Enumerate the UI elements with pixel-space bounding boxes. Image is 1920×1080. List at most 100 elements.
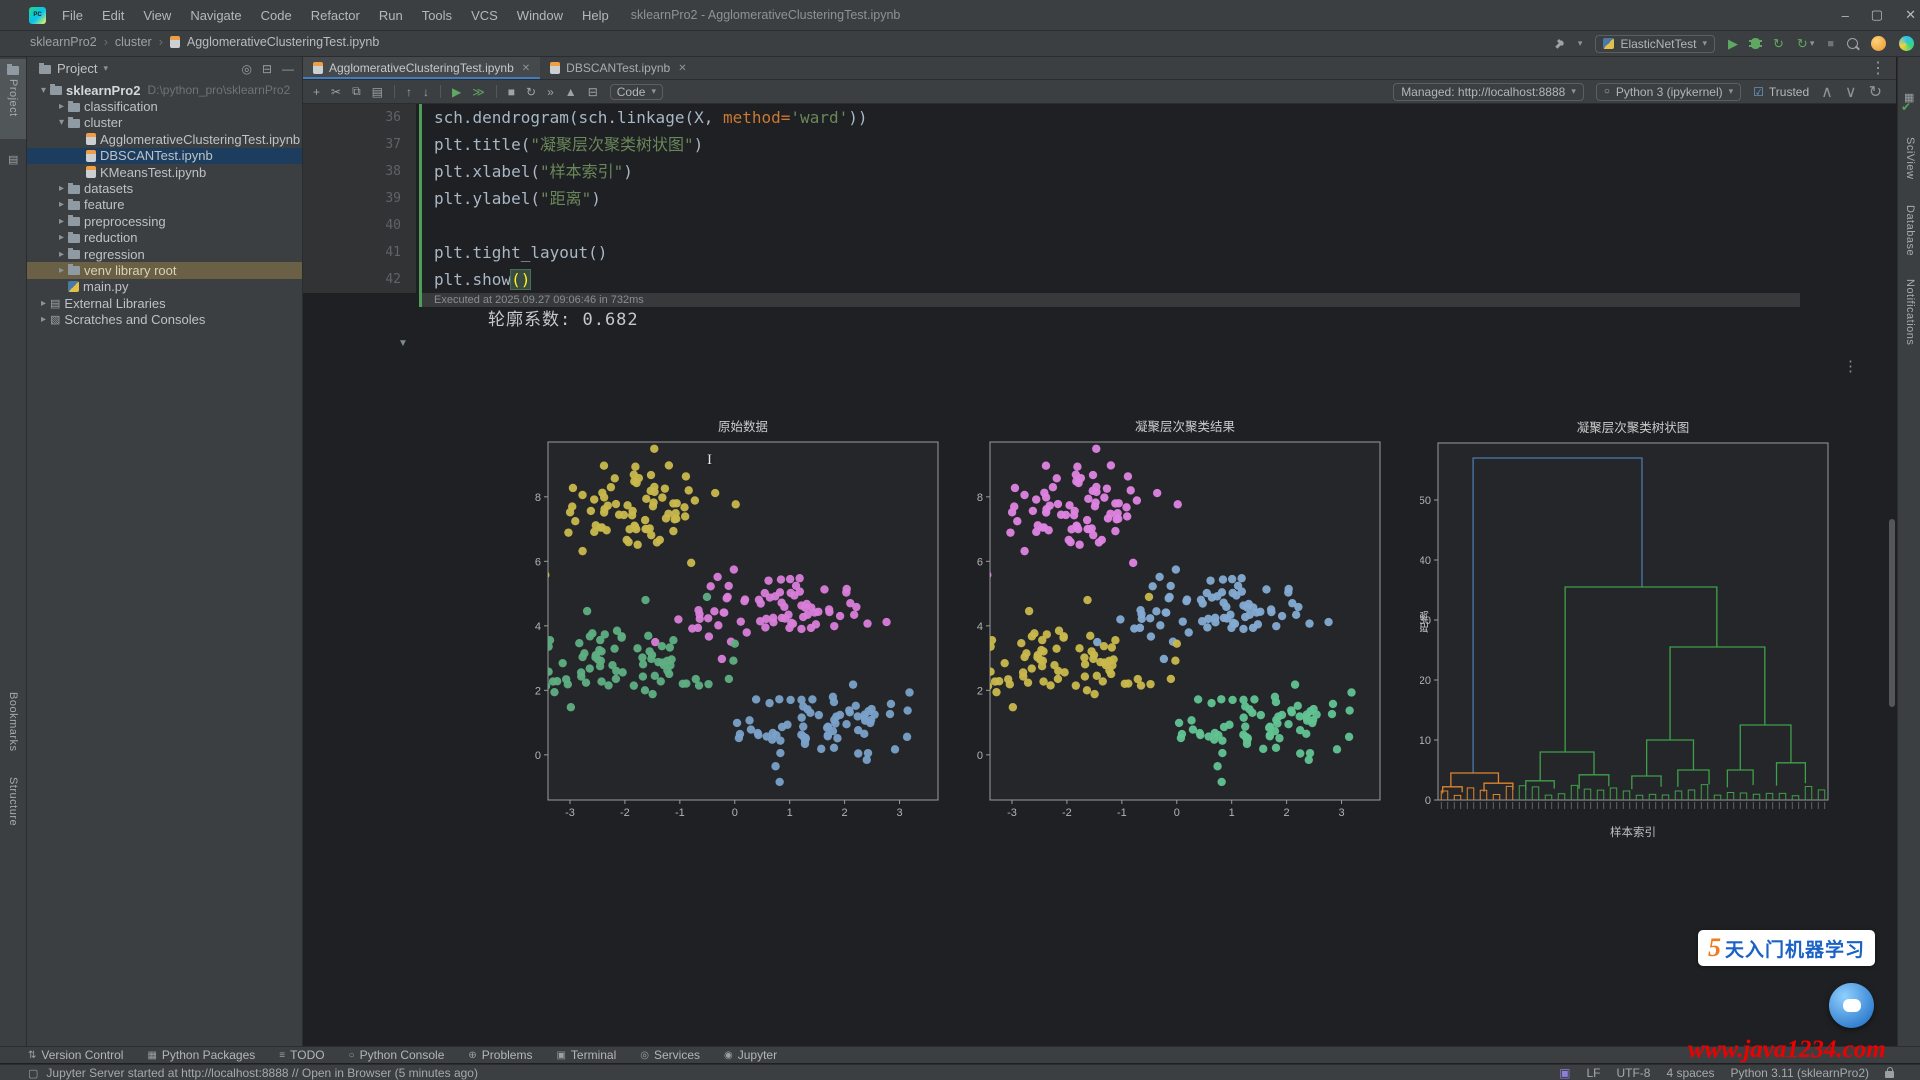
- tree-item-sklearnpro2[interactable]: ▾ sklearnPro2 D:\python_pro\sklearnPro2: [27, 82, 302, 98]
- copy-cell-icon[interactable]: ⧉: [352, 84, 361, 98]
- breadcrumb-item[interactable]: sklearnPro2: [30, 35, 97, 49]
- run-all-below-icon[interactable]: »: [547, 84, 554, 99]
- tree-chevron-icon[interactable]: ▸: [58, 232, 65, 244]
- move-cell-down-icon[interactable]: ↓: [423, 84, 429, 99]
- toolwindow-button-version-control[interactable]: ⇅ Version Control: [28, 1048, 124, 1062]
- menu-run[interactable]: Run: [378, 7, 403, 23]
- cell-type-select[interactable]: Code ▾: [609, 83, 663, 100]
- tree-chevron-icon[interactable]: ▾: [40, 84, 47, 96]
- menu-file[interactable]: File: [62, 7, 83, 23]
- floating-chat-button[interactable]: [1829, 983, 1874, 1028]
- tree-item-preprocessing[interactable]: ▸ preprocessing: [27, 213, 302, 229]
- inspections-ok-icon[interactable]: ✔: [1901, 100, 1912, 114]
- build-hammer-icon[interactable]: [1554, 38, 1565, 49]
- tree-chevron-icon[interactable]: ▸: [58, 183, 65, 195]
- event-icon[interactable]: ▢: [28, 1067, 39, 1080]
- kernel-select[interactable]: ○ Python 3 (ipykernel) ▾: [1595, 82, 1742, 101]
- tree-item-reduction[interactable]: ▸ reduction: [27, 230, 302, 246]
- toolwindow-button-jupyter[interactable]: ◉ Jupyter: [724, 1048, 778, 1062]
- tree-item-feature[interactable]: ▸ feature: [27, 197, 302, 213]
- tree-item-scratches-and-consoles[interactable]: ▸ ▧ Scratches and Consoles: [27, 311, 302, 327]
- stripe-tab-bookmarks[interactable]: Bookmarks: [7, 692, 19, 752]
- maximize-button[interactable]: ▢: [1870, 7, 1884, 22]
- tree-item-venv-library-root[interactable]: ▸ venv library root: [27, 262, 302, 279]
- tree-chevron-icon[interactable]: ▸: [58, 248, 65, 260]
- toolwindow-button-terminal[interactable]: ▣ Terminal: [556, 1048, 617, 1062]
- next-cell-icon[interactable]: ∨: [1844, 83, 1857, 101]
- tree-chevron-icon[interactable]: ▸: [40, 297, 47, 309]
- jupyter-server-select[interactable]: Managed: http://localhost:8888 ▾: [1393, 82, 1584, 101]
- locate-file-icon[interactable]: ◎: [241, 61, 252, 76]
- editor-tab-agglomerativeclusteringtest-ipynb[interactable]: AgglomerativeClusteringTest.ipynb ✕: [303, 57, 541, 79]
- chevron-down-icon[interactable]: ▾: [103, 63, 108, 73]
- coverage-button[interactable]: ↻: [1773, 35, 1784, 51]
- badge-orange-icon[interactable]: [1871, 36, 1886, 51]
- toolwindow-button-services[interactable]: ◎ Services: [640, 1048, 701, 1062]
- tree-item-classification[interactable]: ▸ classification: [27, 98, 302, 114]
- tree-item-external-libraries[interactable]: ▸ ▤ External Libraries: [27, 295, 302, 311]
- tree-item-dbscantest-ipynb[interactable]: DBSCANTest.ipynb: [27, 147, 302, 164]
- close-tab-icon[interactable]: ✕: [521, 62, 531, 74]
- close-button[interactable]: ✕: [1905, 7, 1916, 22]
- toolwindow-button-python-packages[interactable]: ▦ Python Packages: [147, 1048, 256, 1062]
- tree-chevron-icon[interactable]: ▸: [58, 101, 65, 113]
- run-button[interactable]: ▶: [1728, 35, 1738, 51]
- tab-options-icon[interactable]: ⋮: [1870, 60, 1886, 77]
- stripe-tab-structure[interactable]: Structure: [7, 777, 19, 827]
- commit-icon[interactable]: ▤: [8, 154, 19, 166]
- code-editor[interactable]: sch.dendrogram(sch.linkage(X, method='wa…: [434, 104, 867, 293]
- menu-view[interactable]: View: [143, 7, 172, 23]
- interpreter-plugin-icon[interactable]: ▣: [1559, 1066, 1571, 1080]
- run-config-select[interactable]: ElasticNetTest ▾: [1595, 34, 1715, 53]
- menu-window[interactable]: Window: [516, 7, 564, 23]
- step-icon[interactable]: ▲: [564, 84, 577, 99]
- paste-cell-icon[interactable]: ▤: [371, 84, 383, 99]
- toolwindow-button-problems[interactable]: ⊕ Problems: [468, 1048, 533, 1062]
- debug-button[interactable]: [1749, 38, 1762, 49]
- tree-chevron-icon[interactable]: ▾: [58, 117, 65, 129]
- tree-chevron-icon[interactable]: ▸: [58, 264, 65, 276]
- tree-chevron-icon[interactable]: ▸: [58, 199, 65, 211]
- editor-scrollbar[interactable]: [1889, 519, 1895, 707]
- menu-help[interactable]: Help: [582, 7, 609, 23]
- badge-gradient-icon[interactable]: [1899, 36, 1914, 51]
- tree-item-agglomerativeclusteringtest-ipynb[interactable]: AgglomerativeClusteringTest.ipynb: [27, 131, 302, 147]
- tree-chevron-icon[interactable]: ▸: [58, 215, 65, 227]
- encoding-widget[interactable]: UTF-8: [1616, 1066, 1651, 1080]
- interpreter-widget[interactable]: Python 3.11 (sklearnPro2): [1730, 1066, 1869, 1080]
- collapse-all-icon[interactable]: ⊟: [261, 61, 272, 76]
- menu-refactor[interactable]: Refactor: [310, 7, 360, 23]
- refresh-icon[interactable]: ↻: [1868, 83, 1882, 101]
- breadcrumb-item[interactable]: cluster: [114, 35, 152, 49]
- prev-cell-icon[interactable]: ∧: [1821, 83, 1833, 101]
- menu-navigate[interactable]: Navigate: [190, 7, 242, 23]
- stripe-tab-database[interactable]: Database: [1904, 205, 1916, 257]
- tree-item-kmeanstest-ipynb[interactable]: KMeansTest.ipynb: [27, 164, 302, 180]
- toolwindow-button-python-console[interactable]: ○ Python Console: [348, 1048, 445, 1062]
- restart-kernel-icon[interactable]: ↻: [526, 84, 537, 99]
- tree-item-regression[interactable]: ▸ regression: [27, 246, 302, 262]
- stripe-tab-project[interactable]: Project: [0, 59, 26, 139]
- add-cell-icon[interactable]: +: [313, 84, 321, 99]
- stripe-tab-sciview[interactable]: SciView: [1904, 137, 1916, 180]
- output-options-icon[interactable]: ⋮: [1843, 358, 1858, 375]
- status-message[interactable]: Jupyter Server started at http://localho…: [46, 1066, 478, 1080]
- layout-icon[interactable]: ▦: [1904, 92, 1915, 104]
- search-everywhere-icon[interactable]: [1847, 38, 1858, 49]
- readonly-lock-icon[interactable]: [1885, 1067, 1894, 1078]
- tree-item-datasets[interactable]: ▸ datasets: [27, 180, 302, 196]
- tree-item-main-py[interactable]: main.py: [27, 279, 302, 295]
- stop-kernel-icon[interactable]: ■: [507, 84, 516, 99]
- stop-button[interactable]: ■: [1827, 37, 1834, 50]
- tree-item-cluster[interactable]: ▾ cluster: [27, 115, 302, 131]
- cut-cell-icon[interactable]: ✂: [331, 84, 342, 99]
- profiler-button[interactable]: ↻ ▾: [1796, 35, 1815, 51]
- output-collapse-icon[interactable]: ▼: [398, 338, 408, 349]
- minimize-button[interactable]: –: [1841, 7, 1849, 23]
- menu-vcs[interactable]: VCS: [471, 7, 498, 23]
- move-cell-up-icon[interactable]: ↑: [406, 84, 412, 99]
- run-all-cells-icon[interactable]: ≫: [472, 84, 485, 99]
- menu-code[interactable]: Code: [260, 7, 292, 23]
- run-cell-icon[interactable]: ▶: [452, 84, 462, 99]
- menu-tools[interactable]: Tools: [421, 7, 453, 23]
